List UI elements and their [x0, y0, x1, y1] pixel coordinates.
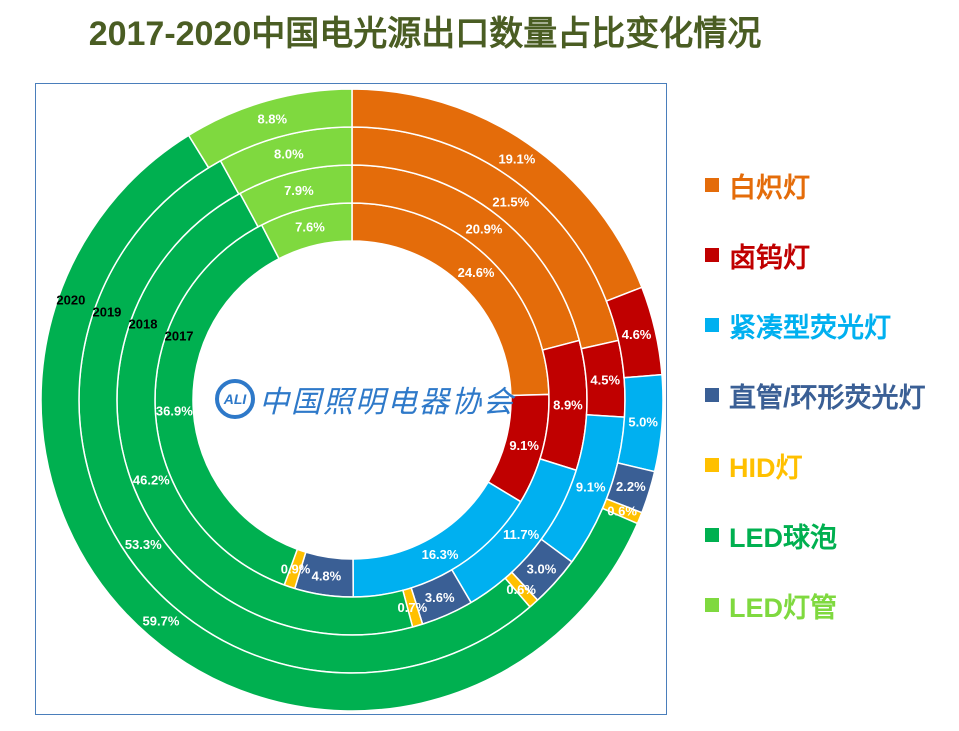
- legend: 白炽灯卤钨灯紧凑型荧光灯直管/环形荧光灯 HID灯 LED球泡 LED灯管: [705, 150, 955, 640]
- legend-swatch: [705, 248, 719, 262]
- data-label-2019-5: 53.3%: [125, 537, 162, 552]
- legend-item: LED灯管: [705, 570, 955, 640]
- data-label-2018-5: 46.2%: [133, 472, 170, 487]
- data-label-2017-3: 4.8%: [312, 569, 342, 584]
- data-label-2018-3: 3.6%: [425, 590, 455, 605]
- logo-text: 中国照明电器协会: [259, 385, 515, 420]
- data-label-2020-3: 2.2%: [616, 479, 646, 494]
- legend-item: 直管/环形荧光灯: [705, 360, 955, 430]
- data-label-2020-0: 19.1%: [498, 152, 535, 167]
- legend-item: HID灯: [705, 430, 955, 500]
- legend-item: LED球泡: [705, 500, 955, 570]
- legend-label: LED球泡: [729, 522, 837, 553]
- legend-label: HID灯: [729, 452, 803, 483]
- legend-swatch: [705, 598, 719, 612]
- data-label-2019-4: 0.6%: [506, 582, 536, 597]
- data-label-2018-1: 8.9%: [553, 398, 583, 413]
- data-label-2017-5: 36.9%: [156, 404, 193, 419]
- data-label-2019-3: 3.0%: [527, 562, 557, 577]
- data-label-2018-2: 11.7%: [503, 527, 540, 542]
- data-label-2017-2: 16.3%: [422, 547, 459, 562]
- donut-chart: 24.6% 9.1% 16.3% 4.8%0.9% 36.9% 7.6% 2017 20.9%…: [40, 88, 664, 712]
- legend-item: 紧凑型荧光灯: [705, 290, 955, 360]
- legend-item: 白炽灯: [705, 150, 955, 220]
- data-label-2017-4: 0.9%: [281, 561, 311, 576]
- legend-label: 紧凑型荧光灯: [729, 312, 891, 343]
- chart-area: 24.6% 9.1% 16.3% 4.8% 0.9% 36.9% 7.6% 2017 20.9%…: [35, 83, 667, 715]
- data-label-2017-1: 9.1%: [509, 438, 539, 453]
- legend-swatch: [705, 528, 719, 542]
- legend-label: LED灯管: [729, 592, 837, 623]
- data-label-2018-4: 0.7%: [398, 600, 428, 615]
- data-label-2019-2: 9.1%: [576, 479, 606, 494]
- data-label-2020-6: 8.8%: [257, 112, 287, 127]
- data-label-2019-0: 21.5%: [492, 194, 529, 209]
- legend-swatch: [705, 458, 719, 472]
- data-label-2020-2: 5.0%: [628, 414, 658, 429]
- legend-label: 白炽灯: [729, 172, 810, 203]
- data-label-2018-6: 7.9%: [284, 183, 314, 198]
- data-label-2018-0: 20.9%: [466, 221, 503, 236]
- ring-label-2020: 2020: [56, 292, 85, 307]
- data-label-2019-6: 8.0%: [274, 146, 304, 161]
- data-label-2017-6: 7.6%: [295, 220, 325, 235]
- ring-label-2018: 2018: [129, 316, 158, 331]
- legend-label: 直管/环形荧光灯: [729, 382, 926, 413]
- legend-swatch: [705, 388, 719, 402]
- logo: ALI 中国照明电器协会: [215, 377, 515, 421]
- logo-mark-icon: ALI: [215, 379, 255, 419]
- ring-label-2019: 2019: [92, 304, 121, 319]
- legend-item: 卤钨灯: [705, 220, 955, 290]
- data-label-2020-5: 59.7%: [143, 613, 180, 628]
- data-label-2019-1: 4.5%: [590, 373, 620, 388]
- data-label-2020-4: 0.6%: [607, 503, 637, 518]
- slice-2020-5: [40, 134, 639, 712]
- legend-swatch: [705, 178, 719, 192]
- legend-label: 卤钨灯: [729, 242, 810, 273]
- data-label-2020-1: 4.6%: [622, 327, 652, 342]
- legend-swatch: [705, 318, 719, 332]
- ring-label-2017: 2017: [165, 328, 194, 343]
- slice-2020-6: [187, 88, 353, 169]
- data-label-2017-0: 24.6%: [458, 265, 495, 280]
- chart-title: 2017-2020中国电光源出口数量占比变化情况: [88, 15, 762, 53]
